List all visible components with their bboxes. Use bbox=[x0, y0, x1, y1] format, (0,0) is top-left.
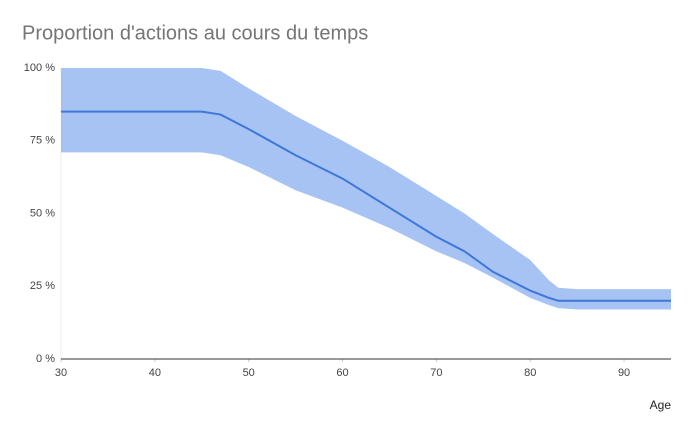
y-tick-label: 75 % bbox=[30, 135, 55, 147]
line bbox=[61, 110, 671, 302]
x-tick-label: 60 bbox=[336, 367, 348, 379]
y-tick-label: 25 % bbox=[30, 280, 55, 292]
x-tick-label: 50 bbox=[243, 367, 255, 379]
x-tick-label: 70 bbox=[430, 367, 442, 379]
y-tick-label: 50 % bbox=[30, 207, 55, 219]
x-tick-label: 90 bbox=[618, 367, 630, 379]
y-tick-label: 0 % bbox=[36, 353, 55, 365]
x-tick-label: 80 bbox=[524, 367, 536, 379]
x-tick-label: 40 bbox=[149, 367, 161, 379]
x-tick-label: 30 bbox=[55, 367, 67, 379]
confidence-band bbox=[61, 68, 671, 310]
x-axis-label: Age bbox=[650, 398, 672, 412]
y-tick-label: 100 % bbox=[24, 62, 55, 74]
chart-title: Proportion d'actions au cours du temps bbox=[22, 22, 368, 44]
